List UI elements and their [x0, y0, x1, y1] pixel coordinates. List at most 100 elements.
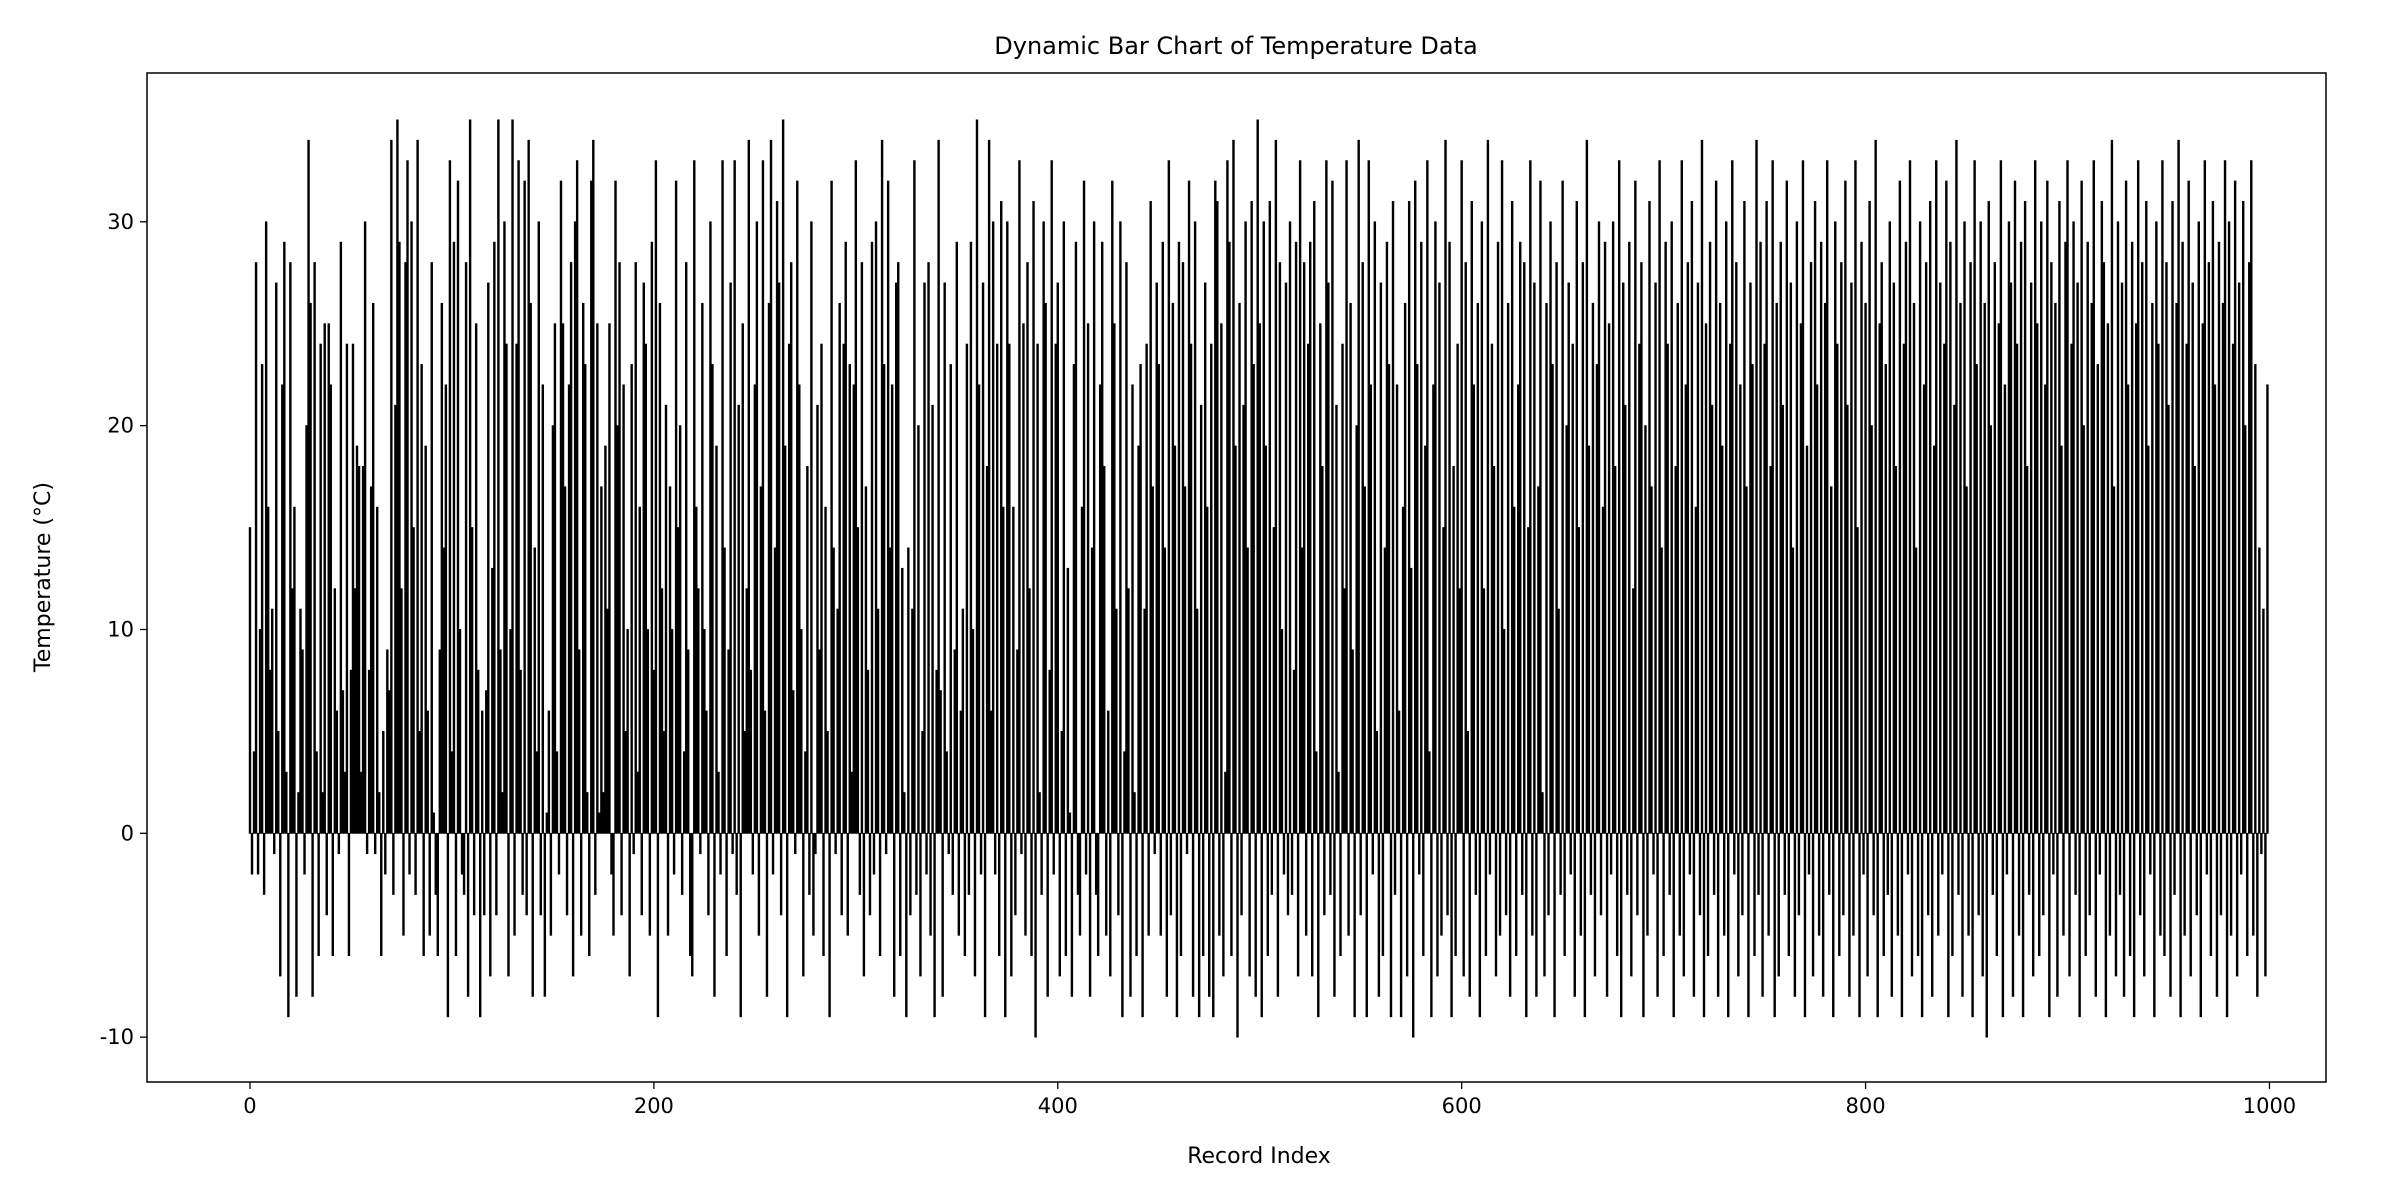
bar — [1159, 832, 1162, 936]
bar — [979, 832, 983, 875]
bar — [535, 751, 538, 834]
bar — [1070, 832, 1074, 997]
bar — [1850, 282, 1853, 834]
x-tick-label: 0 — [243, 1094, 256, 1118]
bar — [1414, 180, 1417, 834]
bar — [531, 832, 534, 997]
bar — [422, 832, 425, 957]
bar — [903, 792, 906, 834]
bar — [729, 282, 732, 834]
bar — [2031, 832, 2035, 977]
bar — [1664, 241, 1667, 834]
bar — [1155, 282, 1158, 834]
bar — [832, 547, 835, 834]
bar — [1038, 792, 1041, 834]
bar — [1866, 832, 1869, 977]
bar — [763, 710, 767, 834]
bar — [1260, 832, 1263, 1018]
bar — [1997, 323, 2001, 834]
bar — [1743, 201, 1746, 834]
bar — [1882, 832, 1885, 957]
bar — [428, 832, 431, 936]
bar — [325, 832, 328, 916]
bar — [1048, 669, 1051, 834]
bar — [2193, 466, 2196, 834]
bar — [327, 323, 330, 834]
bar — [1704, 323, 1708, 834]
bar — [2130, 241, 2134, 834]
bar — [1601, 506, 1605, 834]
bar — [1785, 180, 1789, 834]
bar — [2112, 486, 2116, 834]
bar — [493, 241, 496, 834]
bar — [1444, 139, 1447, 834]
bar — [941, 832, 944, 997]
bar — [1147, 832, 1150, 936]
bar — [1569, 832, 1572, 875]
bar — [1624, 404, 1627, 834]
bar — [1809, 262, 1813, 834]
bar — [1424, 445, 1427, 834]
bar — [1135, 832, 1138, 957]
bar — [1157, 364, 1160, 834]
bar — [1468, 832, 1471, 997]
bar — [804, 751, 807, 834]
bar — [1872, 832, 1875, 916]
bar — [1702, 832, 1706, 1018]
bar — [1963, 221, 1966, 834]
bar — [2054, 302, 2057, 834]
bar — [650, 241, 654, 834]
bar — [1781, 404, 1784, 834]
bar — [963, 832, 967, 957]
bar — [565, 832, 569, 916]
bar — [1068, 812, 1072, 834]
bar — [1062, 221, 1066, 834]
bar — [1547, 832, 1550, 916]
bar — [1242, 404, 1245, 834]
bar — [1462, 832, 1465, 977]
bar — [1282, 832, 1286, 875]
bar — [521, 832, 524, 895]
bar — [1236, 832, 1239, 1038]
bar — [331, 832, 334, 957]
bar — [602, 792, 605, 834]
bar — [1692, 832, 1696, 997]
bar — [622, 384, 625, 834]
bar — [1428, 751, 1431, 834]
bar — [1836, 343, 1839, 834]
bar — [260, 364, 264, 834]
bar — [777, 282, 781, 834]
bar — [321, 792, 324, 834]
bar — [333, 588, 337, 834]
bar — [1747, 832, 1750, 1018]
bar — [367, 669, 371, 834]
bar — [2248, 262, 2251, 834]
bar — [301, 649, 304, 834]
bar — [822, 832, 825, 957]
bar — [2221, 302, 2225, 834]
bar — [1337, 771, 1340, 834]
bar — [1527, 527, 1530, 834]
bar — [2036, 323, 2039, 834]
bar — [2191, 282, 2194, 834]
bar — [709, 221, 712, 834]
bar — [2084, 832, 2087, 957]
bar — [985, 466, 989, 834]
bar — [396, 119, 399, 834]
bar — [2145, 201, 2148, 834]
bar — [369, 486, 373, 834]
bar — [878, 832, 882, 957]
bar — [955, 241, 959, 834]
bar — [1559, 832, 1562, 895]
bar — [1361, 262, 1364, 834]
bar — [1484, 832, 1488, 957]
bar — [1672, 832, 1675, 1018]
bar — [1825, 160, 1829, 834]
bar — [2090, 302, 2093, 834]
bar — [1630, 832, 1633, 977]
bar — [1385, 241, 1389, 834]
bar — [2136, 160, 2140, 834]
bar — [828, 832, 831, 1018]
bar — [1367, 160, 1370, 834]
bar — [1187, 180, 1191, 834]
